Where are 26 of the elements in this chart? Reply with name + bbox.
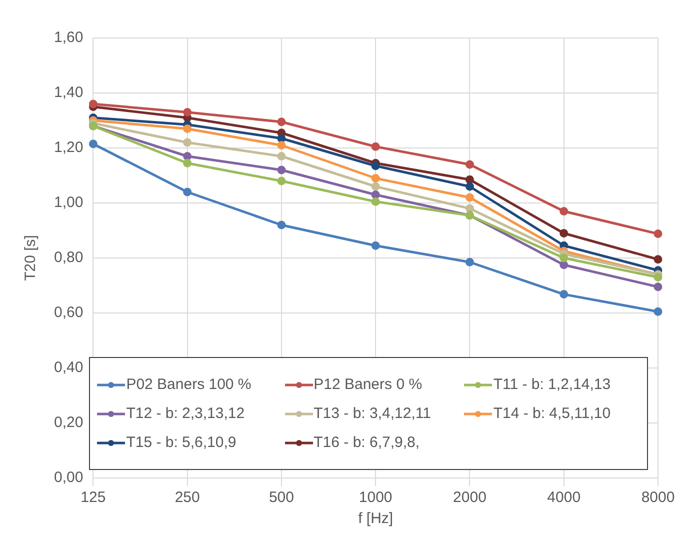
y-tick-label: 1,60 — [54, 29, 84, 46]
x-tick-label: 250 — [174, 489, 200, 506]
y-tick-label: 0,40 — [54, 359, 84, 376]
y-tick-label: 0,60 — [54, 304, 84, 322]
y-axis-title: T20 [s] — [22, 235, 40, 281]
legend-label: T15 - b: 5,6,10,9 — [126, 434, 236, 451]
y-tick-label: 1,40 — [54, 84, 84, 102]
y-tick-label: 0,20 — [54, 414, 84, 432]
x-tick-label: 1000 — [358, 489, 392, 506]
legend-label: P12 Baners 0 % — [314, 376, 422, 393]
legend-label: T12 - b: 2,3,13,12 — [126, 405, 245, 422]
y-tick-label: 1,00 — [54, 194, 84, 212]
y-tick-label: 1,20 — [54, 139, 84, 156]
x-tick-label: 4000 — [547, 489, 581, 506]
y-tick-label: 0,00 — [54, 469, 84, 486]
x-tick-label: 125 — [80, 489, 106, 506]
x-axis-title: f [Hz] — [358, 510, 394, 528]
x-tick-label: 8000 — [641, 489, 675, 506]
legend-label: T14 - b: 4,5,11,10 — [493, 405, 611, 422]
y-tick-label: 0,80 — [54, 249, 84, 266]
legend-label: T11 - b: 1,2,14,13 — [493, 376, 611, 393]
x-tick-label: 2000 — [453, 489, 486, 506]
legend-label: T13 - b: 3,4,12,11 — [314, 405, 431, 422]
legend-label: T16 - b: 6,7,9,8, — [314, 434, 420, 451]
x-tick-label: 500 — [268, 489, 294, 506]
legend-label: P02 Baners 100 % — [126, 376, 252, 393]
